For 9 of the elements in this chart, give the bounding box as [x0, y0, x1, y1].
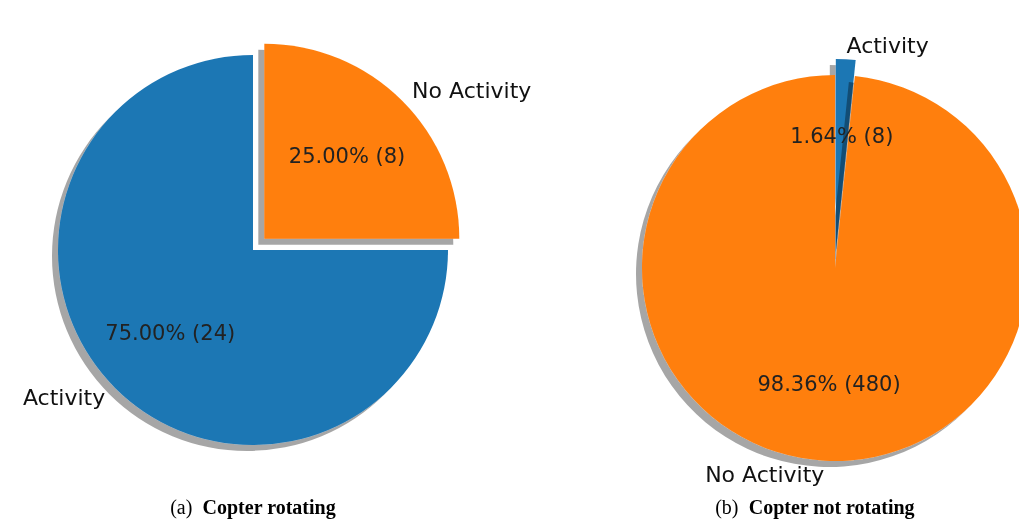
slice-label: Activity: [846, 32, 929, 58]
slice-label: Activity: [22, 385, 106, 411]
text: (b) Copter not rotating: [715, 496, 915, 519]
slice-label: No Activity: [412, 78, 532, 104]
data-label: 25.00% (8): [288, 143, 406, 168]
data-label: 98.36% (480): [757, 371, 901, 396]
text: (a) Copter rotating: [170, 496, 336, 519]
data-label: 75.00% (24): [105, 320, 236, 345]
slice-label: No Activity: [705, 462, 825, 488]
